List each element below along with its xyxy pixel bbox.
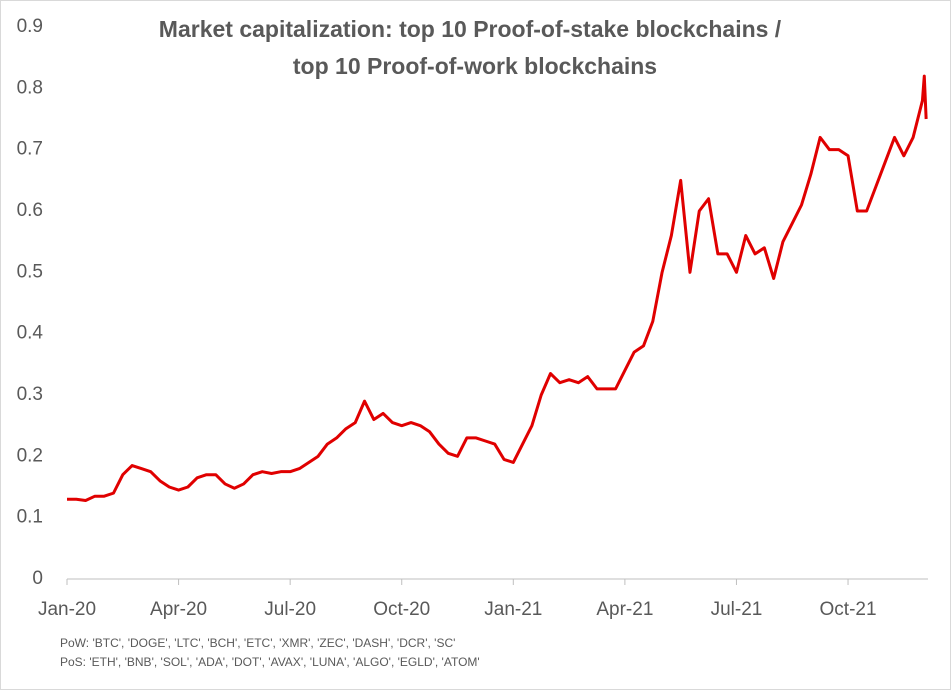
x-tick-label: Oct-21 bbox=[820, 599, 877, 620]
x-tick-label: Apr-21 bbox=[596, 599, 653, 620]
y-tick-label: 0.8 bbox=[17, 77, 43, 98]
y-tick-label: 0.1 bbox=[17, 507, 43, 528]
chart-title: Market capitalization: top 10 Proof-of-s… bbox=[159, 16, 782, 42]
y-tick-label: 0 bbox=[32, 568, 43, 589]
y-tick-label: 0.7 bbox=[17, 139, 43, 160]
footnote: PoS: 'ETH', 'BNB', 'SOL', 'ADA', 'DOT', … bbox=[60, 655, 480, 669]
y-tick-label: 0.6 bbox=[17, 200, 43, 221]
x-tick-label: Oct-20 bbox=[373, 599, 430, 620]
y-tick-label: 0.2 bbox=[17, 445, 43, 466]
y-tick-label: 0.5 bbox=[17, 261, 43, 282]
x-tick-label: Jul-21 bbox=[711, 599, 763, 620]
x-tick-label: Jul-20 bbox=[264, 599, 316, 620]
footnote: PoW: 'BTC', 'DOGE', 'LTC', 'BCH', 'ETC',… bbox=[60, 636, 455, 650]
y-tick-label: 0.3 bbox=[17, 384, 43, 405]
chart-title: top 10 Proof-of-work blockchains bbox=[293, 53, 657, 79]
y-tick-label: 0.4 bbox=[17, 323, 44, 344]
x-tick-label: Jan-20 bbox=[38, 599, 96, 620]
data-line bbox=[67, 74, 928, 502]
y-tick-label: 0.9 bbox=[17, 16, 43, 37]
x-tick-label: Jan-21 bbox=[484, 599, 542, 620]
x-tick-label: Apr-20 bbox=[150, 599, 207, 620]
